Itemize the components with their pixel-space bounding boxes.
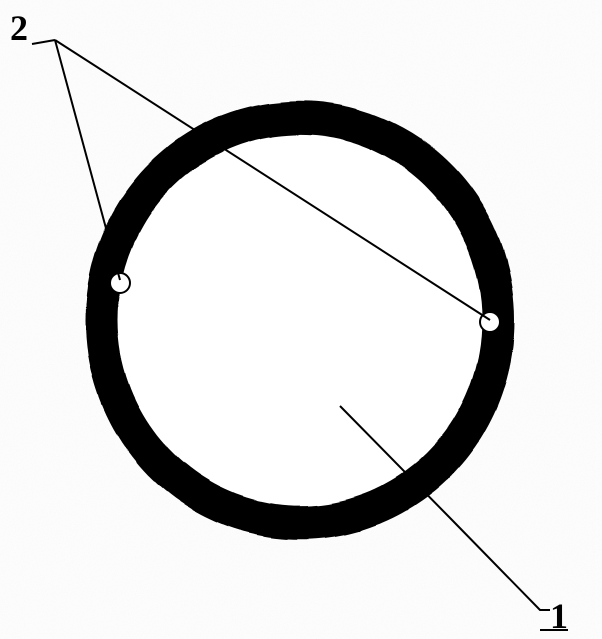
label-1: 1	[550, 596, 568, 636]
ring-hole	[110, 273, 130, 293]
diagram-canvas: 2 1	[0, 0, 602, 639]
ring	[85, 101, 515, 540]
label-2: 2	[10, 8, 28, 48]
